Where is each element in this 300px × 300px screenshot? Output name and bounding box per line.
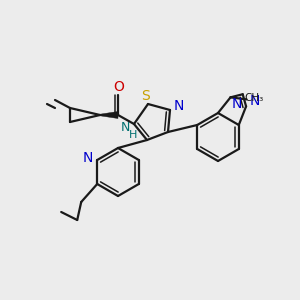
Polygon shape — [100, 112, 118, 118]
Text: CH₃: CH₃ — [245, 93, 264, 103]
Text: N: N — [250, 94, 260, 108]
Text: H: H — [129, 130, 137, 140]
Text: N: N — [83, 151, 93, 165]
Text: S: S — [142, 89, 150, 103]
Text: N: N — [174, 99, 184, 113]
Text: N: N — [231, 98, 242, 111]
Text: O: O — [114, 80, 124, 94]
Text: N: N — [120, 121, 130, 134]
